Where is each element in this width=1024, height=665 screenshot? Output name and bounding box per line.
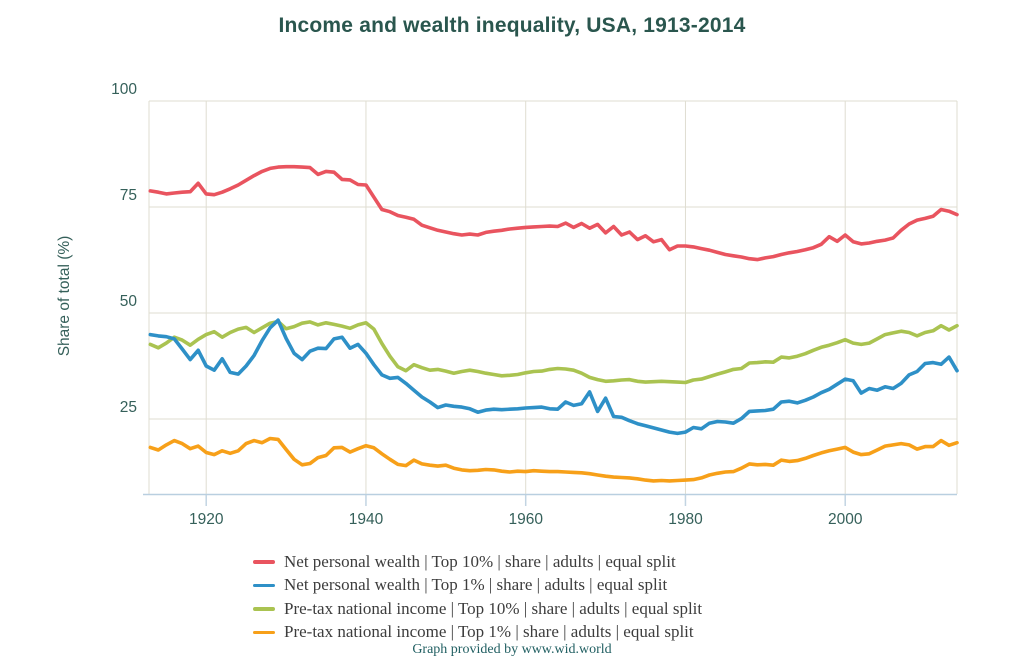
- x-tick-label: 2000: [828, 511, 863, 528]
- legend-label: Pre-tax national income | Top 1% | share…: [284, 622, 694, 642]
- x-tick-label: 1980: [668, 511, 703, 528]
- legend-label: Net personal wealth | Top 1% | share | a…: [284, 575, 668, 595]
- y-tick-label: 50: [120, 293, 138, 310]
- legend-label: Net personal wealth | Top 10% | share | …: [284, 551, 676, 571]
- wid-world-link[interactable]: www.wid.world: [521, 642, 612, 657]
- x-tick-label: 1920: [189, 511, 224, 528]
- series-income-top10: [148, 319, 959, 385]
- chart-attribution: Graph provided by www.wid.world: [0, 642, 1024, 658]
- attribution-text: Graph provided by: [412, 642, 522, 657]
- legend-swatch: [253, 583, 275, 587]
- legend-swatch: [253, 630, 275, 634]
- series-wealth-top1: [148, 318, 959, 436]
- chart-legend: Net personal wealth | Top 10% | share | …: [253, 550, 702, 644]
- y-tick-label: 100: [111, 81, 137, 98]
- y-tick-label: 75: [120, 187, 137, 204]
- legend-item-wealth-top1: Net personal wealth | Top 1% | share | a…: [253, 574, 702, 598]
- series-wealth-top10: [148, 164, 959, 262]
- legend-swatch: [253, 560, 275, 564]
- x-tick-label: 1960: [508, 511, 543, 528]
- legend-swatch: [253, 607, 275, 611]
- legend-item-income-top10: Pre-tax national income | Top 10% | shar…: [253, 597, 702, 621]
- x-tick-label: 1940: [349, 511, 384, 528]
- legend-label: Pre-tax national income | Top 10% | shar…: [284, 598, 703, 618]
- legend-item-income-top1: Pre-tax national income | Top 1% | share…: [253, 621, 702, 645]
- y-tick-label: 25: [120, 399, 137, 416]
- chart-title: Income and wealth inequality, USA, 1913-…: [278, 14, 746, 37]
- series-income-top1: [148, 436, 959, 483]
- legend-item-wealth-top10: Net personal wealth | Top 10% | share | …: [253, 550, 702, 574]
